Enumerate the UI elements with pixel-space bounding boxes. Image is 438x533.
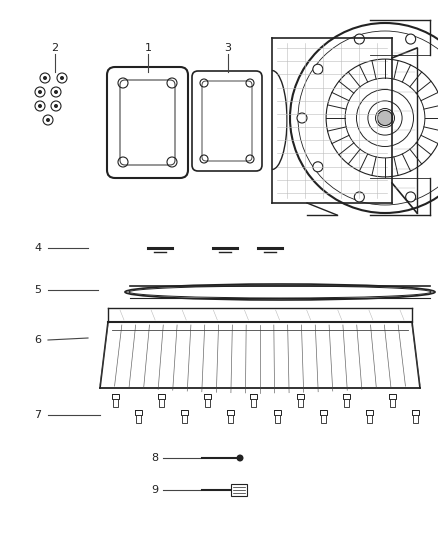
Text: 8: 8 [152,453,159,463]
Bar [136,415,141,423]
Bar [274,410,280,415]
Circle shape [237,455,244,462]
Bar [112,394,119,399]
Bar [275,415,279,423]
Circle shape [313,162,323,172]
Circle shape [378,110,392,126]
Text: 5: 5 [35,285,42,295]
Bar [413,415,418,423]
Bar [390,399,395,407]
Text: 9: 9 [152,485,159,495]
Text: 7: 7 [35,410,42,420]
Circle shape [38,90,42,94]
Circle shape [406,192,416,202]
Circle shape [297,113,307,123]
Circle shape [313,64,323,74]
Bar [320,410,327,415]
Circle shape [43,76,47,80]
Bar [159,399,164,407]
Bar [367,415,372,423]
Circle shape [354,34,364,44]
Ellipse shape [125,284,435,300]
Bar [251,394,258,399]
Bar [227,410,234,415]
Bar [297,399,303,407]
Ellipse shape [129,286,431,298]
Circle shape [406,34,416,44]
Bar [344,399,349,407]
Bar [204,394,211,399]
Bar [205,399,210,407]
Bar [228,415,233,423]
Text: 4: 4 [35,243,42,253]
Circle shape [46,118,50,122]
Bar [412,410,419,415]
Bar [389,394,396,399]
Text: 2: 2 [51,43,59,53]
Circle shape [54,104,58,108]
Bar [231,484,247,496]
Bar [297,394,304,399]
Bar [181,410,188,415]
Bar [182,415,187,423]
Bar [158,394,165,399]
Circle shape [38,104,42,108]
Bar [343,394,350,399]
Circle shape [60,76,64,80]
Bar [113,399,118,407]
Circle shape [54,90,58,94]
Text: 1: 1 [145,43,152,53]
Text: 6: 6 [35,335,42,345]
Bar [321,415,326,423]
Text: 3: 3 [225,43,232,53]
Bar [135,410,142,415]
Circle shape [354,192,364,202]
Bar [366,410,373,415]
Bar [251,399,257,407]
